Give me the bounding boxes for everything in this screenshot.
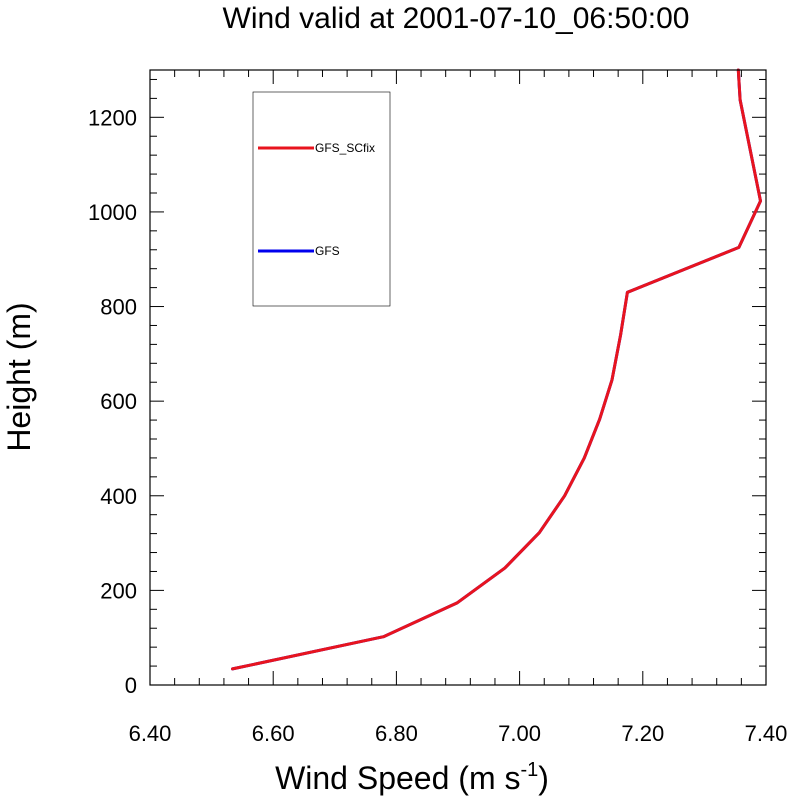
legend-label-gfs-scfix: GFS_SCfix — [315, 141, 375, 155]
legend-label-gfs: GFS — [315, 244, 340, 258]
y-tick-label: 400 — [100, 484, 137, 509]
chart-title: Wind valid at 2001-07-10_06:50:00 — [223, 2, 690, 35]
y-tick-label: 200 — [100, 578, 137, 603]
y-tick-labels: 0 200 400 600 800 1000 1200 — [88, 105, 137, 698]
x-tick-label: 6.40 — [129, 721, 172, 746]
legend: GFS_SCfix GFS — [252, 91, 391, 307]
x-tick-labels: 6.40 6.60 6.80 7.00 7.20 7.40 — [129, 721, 788, 746]
y-tick-label: 600 — [100, 389, 137, 414]
x-axis-label-end: ) — [538, 760, 549, 796]
x-tick-label: 7.20 — [621, 721, 664, 746]
series-line-gfs-scfix — [231, 68, 762, 671]
y-tick-label: 1200 — [88, 105, 137, 130]
x-axis-label-main: Wind Speed (m s — [275, 760, 520, 796]
x-axis-ticks — [149, 70, 767, 685]
y-axis-label: Height (m) — [1, 302, 37, 451]
y-tick-label: 1000 — [88, 200, 137, 225]
x-axis-label-superscript: -1 — [520, 759, 538, 781]
series-lines — [231, 68, 762, 671]
plot-frame — [149, 69, 767, 686]
x-tick-label: 7.40 — [745, 721, 788, 746]
x-tick-label: 7.00 — [498, 721, 541, 746]
legend-box — [252, 91, 391, 307]
x-axis-label: Wind Speed (m s-1) — [275, 759, 549, 796]
x-tick-label: 6.80 — [375, 721, 418, 746]
y-tick-label: 800 — [100, 295, 137, 320]
y-tick-label: 0 — [125, 673, 137, 698]
y-axis-ticks — [150, 78, 766, 686]
x-tick-label: 6.60 — [252, 721, 295, 746]
